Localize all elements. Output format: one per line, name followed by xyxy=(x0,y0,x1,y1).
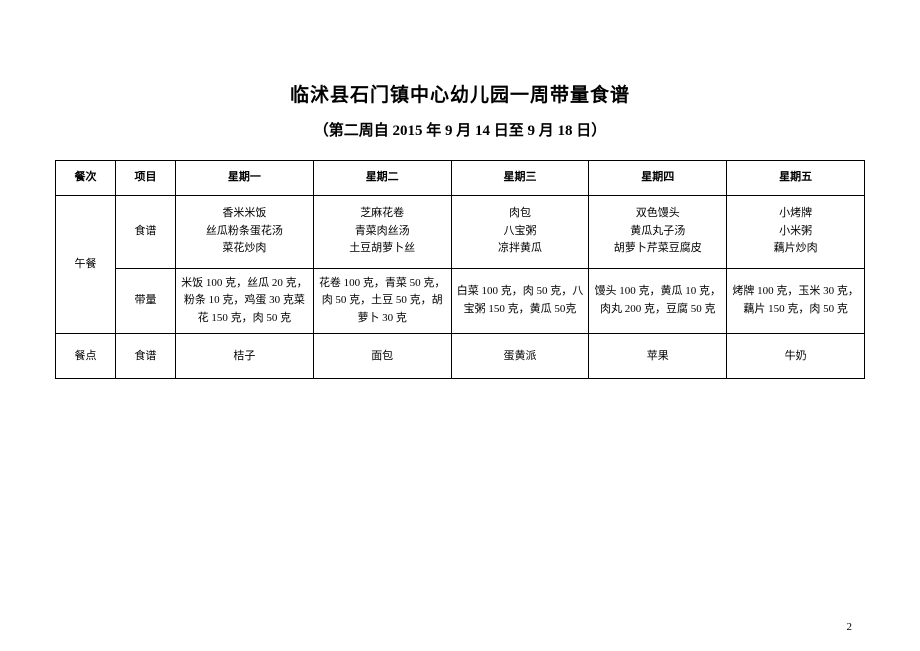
lunch-recipe-wed: 肉包八宝粥凉拌黄瓜 xyxy=(451,195,589,268)
lunch-amount-mon: 米饭 100 克，丝瓜 20 克，粉条 10 克，鸡蛋 30 克菜花 150 克… xyxy=(176,268,314,334)
page-number: 2 xyxy=(847,621,853,633)
snack-thu: 苹果 xyxy=(589,334,727,379)
header-wed: 星期三 xyxy=(451,161,589,196)
snack-fri: 牛奶 xyxy=(727,334,865,379)
lunch-label: 午餐 xyxy=(56,195,116,334)
snack-row: 餐点 食谱 桔子 面包 蛋黄派 苹果 牛奶 xyxy=(56,334,865,379)
menu-table: 餐次 项目 星期一 星期二 星期三 星期四 星期五 午餐 食谱 香米米饭丝瓜粉条… xyxy=(55,160,865,379)
page-subtitle: （第二周自 2015 年 9 月 14 日至 9 月 18 日） xyxy=(55,119,865,140)
lunch-recipe-fri: 小烤牌小米粥藕片炒肉 xyxy=(727,195,865,268)
header-fri: 星期五 xyxy=(727,161,865,196)
lunch-recipe-tue: 芝麻花卷青菜肉丝汤土豆胡萝卜丝 xyxy=(313,195,451,268)
lunch-amount-thu: 馒头 100 克，黄瓜 10 克，肉丸 200 克，豆腐 50 克 xyxy=(589,268,727,334)
lunch-recipe-row: 午餐 食谱 香米米饭丝瓜粉条蛋花汤菜花炒肉 芝麻花卷青菜肉丝汤土豆胡萝卜丝 肉包… xyxy=(56,195,865,268)
lunch-recipe-thu: 双色馒头黄瓜丸子汤胡萝卜芹菜豆腐皮 xyxy=(589,195,727,268)
snack-tue: 面包 xyxy=(313,334,451,379)
lunch-recipe-label: 食谱 xyxy=(116,195,176,268)
header-thu: 星期四 xyxy=(589,161,727,196)
snack-item-label: 食谱 xyxy=(116,334,176,379)
snack-wed: 蛋黄派 xyxy=(451,334,589,379)
snack-meal-label: 餐点 xyxy=(56,334,116,379)
lunch-amount-fri: 烤牌 100 克，玉米 30 克，藕片 150 克，肉 50 克 xyxy=(727,268,865,334)
lunch-amount-wed: 白菜 100 克，肉 50 克，八宝粥 150 克，黄瓜 50克 xyxy=(451,268,589,334)
lunch-amount-row: 带量 米饭 100 克，丝瓜 20 克，粉条 10 克，鸡蛋 30 克菜花 15… xyxy=(56,268,865,334)
header-tue: 星期二 xyxy=(313,161,451,196)
header-row: 餐次 项目 星期一 星期二 星期三 星期四 星期五 xyxy=(56,161,865,196)
header-item: 项目 xyxy=(116,161,176,196)
header-mon: 星期一 xyxy=(176,161,314,196)
lunch-amount-tue: 花卷 100 克，青菜 50 克，肉 50 克，土豆 50 克，胡萝卜 30 克 xyxy=(313,268,451,334)
header-meal: 餐次 xyxy=(56,161,116,196)
snack-mon: 桔子 xyxy=(176,334,314,379)
page-title: 临沭县石门镇中心幼儿园一周带量食谱 xyxy=(55,80,865,107)
lunch-amount-label: 带量 xyxy=(116,268,176,334)
lunch-recipe-mon: 香米米饭丝瓜粉条蛋花汤菜花炒肉 xyxy=(176,195,314,268)
